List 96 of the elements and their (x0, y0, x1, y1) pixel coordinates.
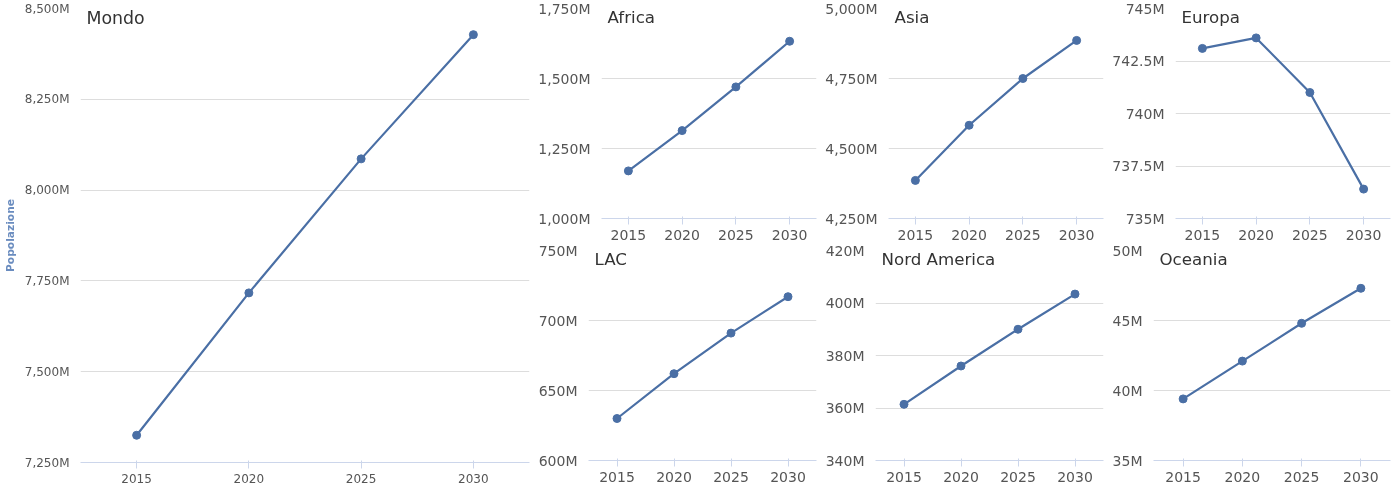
y-tick-label: 1,000M (538, 210, 591, 227)
y-tick-label: 40M (1112, 382, 1143, 399)
x-tick-label: 2025 (345, 471, 377, 485)
y-tick-label: 700M (538, 312, 578, 329)
y-tick-label: 35M (1112, 452, 1143, 469)
x-tick-label: 2015 (599, 468, 635, 485)
point (899, 399, 909, 409)
chart-title: Asia (894, 7, 930, 27)
chart-title: Mondo (86, 7, 145, 28)
y-tick-label: 5,000M (825, 0, 878, 17)
y-tick-label: 7,500M (24, 364, 70, 379)
point (1237, 356, 1247, 366)
x-tick-label: 2020 (943, 468, 979, 485)
x-tick-label: 2020 (951, 226, 987, 243)
y-tick-label: 7,750M (24, 273, 70, 288)
x-tick-label: 2015 (897, 226, 934, 243)
x-tick-label: 2025 (1283, 468, 1320, 485)
y-tick-label: 750M (538, 242, 578, 259)
point (910, 175, 920, 185)
point (1251, 33, 1261, 43)
y-tick-label: 400M (825, 295, 865, 311)
x-tick-label: 2030 (1343, 468, 1379, 485)
x-tick-label: 2020 (1238, 226, 1274, 243)
y-tick-label: 420M (825, 242, 865, 259)
point (623, 166, 633, 176)
x-tick-label: 2015 (121, 471, 152, 485)
x-tick-label: 2030 (1345, 226, 1382, 243)
y-tick-label: 4,500M (825, 140, 878, 157)
y-tick-label: 360M (825, 400, 865, 416)
x-tick-label: 2025 (1000, 468, 1036, 485)
y-tick-label: 735M (1125, 210, 1165, 227)
x-tick-label: 2030 (771, 226, 808, 243)
point (1072, 35, 1082, 45)
point (726, 328, 736, 338)
x-tick-label: 2015 (610, 226, 647, 243)
chart-title: LAC (594, 249, 627, 269)
y-tick-label: 650M (538, 382, 578, 399)
x-tick-label: 2030 (1057, 468, 1093, 485)
y-tick-label: 745M (1125, 0, 1165, 17)
point (677, 126, 687, 136)
y-tick-label: 1,250M (538, 140, 591, 157)
point (669, 369, 679, 379)
y-axis-title: Popolazione (3, 199, 17, 272)
y-tick-label: 740M (1125, 105, 1165, 122)
point (1070, 289, 1080, 299)
x-tick-label: 2030 (458, 471, 489, 485)
x-tick-label: 2020 (664, 226, 700, 243)
y-tick-label: 4,250M (825, 210, 878, 227)
x-tick-label: 2025 (713, 468, 749, 485)
chart-title: Europa (1181, 7, 1241, 27)
y-tick-label: 737.5M (1112, 158, 1165, 174)
y-tick-label: 340M (825, 452, 865, 469)
chart-title: Africa (607, 7, 656, 27)
x-tick-label: 2025 (1292, 226, 1328, 243)
point (1013, 324, 1023, 334)
x-tick-label: 2025 (718, 226, 754, 243)
y-tick-label: 8,250M (24, 92, 70, 107)
y-tick-label: 380M (825, 347, 865, 364)
point (244, 288, 254, 298)
point (731, 82, 741, 92)
point (964, 120, 974, 130)
x-tick-label: 2020 (656, 468, 692, 485)
x-tick-label: 2015 (1184, 226, 1221, 243)
x-tick-label: 2015 (886, 468, 922, 485)
y-tick-label: 1,500M (538, 70, 591, 87)
x-tick-label: 2020 (233, 471, 265, 485)
point (1178, 394, 1188, 404)
y-tick-label: 45M (1112, 312, 1143, 329)
y-tick-label: 8,000M (24, 183, 70, 198)
point (468, 30, 478, 40)
y-tick-label: 600M (538, 452, 578, 469)
point (132, 430, 142, 440)
point (1356, 283, 1366, 293)
x-tick-label: 2025 (1005, 226, 1041, 243)
point (783, 292, 793, 302)
point (612, 414, 622, 423)
point (1197, 43, 1207, 53)
chart-title: Nord America (881, 249, 996, 269)
x-tick-label: 2020 (1224, 468, 1261, 485)
point (785, 36, 795, 46)
y-tick-label: 8,500M (24, 1, 70, 16)
x-tick-label: 2015 (1165, 468, 1201, 485)
point (1305, 88, 1315, 97)
y-tick-label: 4,750M (825, 70, 878, 87)
y-tick-label: 50M (1112, 242, 1143, 259)
point (1297, 318, 1307, 328)
y-tick-label: 7,250M (24, 455, 70, 470)
x-tick-label: 2030 (1058, 226, 1095, 243)
y-tick-label: 1,750M (538, 0, 591, 17)
point (356, 154, 366, 164)
point (1018, 74, 1028, 83)
y-tick-label: 742.5M (1112, 53, 1165, 69)
point (956, 361, 966, 371)
point (1359, 184, 1369, 194)
chart-title: Oceania (1159, 249, 1228, 269)
x-tick-label: 2030 (770, 468, 806, 485)
